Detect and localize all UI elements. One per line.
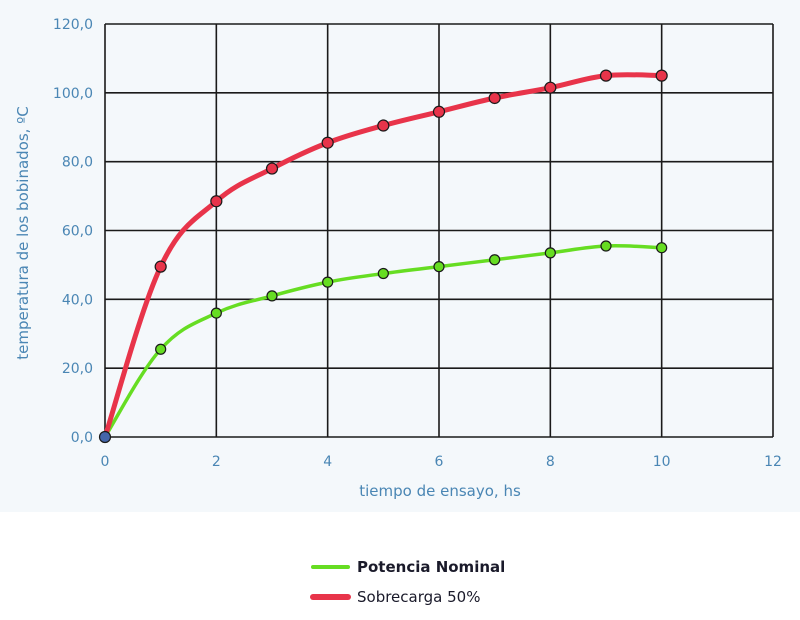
legend-label-potencia-nominal: Potencia Nominal	[357, 558, 505, 576]
data-point-potencia-nominal	[433, 261, 445, 273]
legend-label-sobrecarga: Sobrecarga 50%	[357, 588, 480, 606]
x-tick-label: 8	[546, 454, 555, 470]
data-point-potencia-nominal	[210, 307, 222, 319]
data-point-sobrecarga-50	[321, 136, 334, 149]
y-tick-label: 0,0	[71, 430, 93, 446]
data-point-potencia-nominal	[266, 290, 278, 302]
data-point-potencia-nominal	[322, 276, 334, 288]
x-tick-label: 12	[764, 454, 782, 470]
series	[98, 69, 668, 444]
plot-panel	[0, 0, 800, 512]
data-point-sobrecarga-50	[432, 105, 446, 118]
series-line-sobrecarga-50	[102, 72, 665, 440]
data-point-sobrecarga-50	[210, 195, 223, 208]
data-point-sobrecarga-50	[655, 69, 668, 82]
data-point-potencia-nominal	[377, 267, 389, 280]
y-axis-title: temperatura de los bobinados, ºC	[14, 106, 32, 359]
data-point-potencia-nominal	[600, 240, 612, 252]
data-point-sobrecarga-50	[154, 260, 167, 273]
x-tick-label: 2	[212, 454, 221, 470]
y-tick-label: 80,0	[62, 155, 93, 171]
data-point-sobrecarga-50	[377, 119, 390, 132]
grid	[104, 23, 774, 438]
data-point-sobrecarga-50	[265, 162, 279, 175]
origin-point	[98, 430, 112, 444]
y-tick-label: 100,0	[53, 86, 93, 102]
x-tick-label: 10	[653, 454, 671, 470]
data-point-potencia-nominal	[544, 247, 556, 259]
data-point-potencia-nominal	[155, 343, 167, 355]
x-tick-label: 6	[435, 454, 444, 470]
y-tick-label: 120,0	[53, 17, 93, 33]
data-point-potencia-nominal	[656, 242, 668, 254]
y-tick-label: 60,0	[62, 224, 93, 240]
y-tick-label: 40,0	[62, 292, 93, 308]
data-point-sobrecarga-50	[544, 81, 557, 94]
data-point-potencia-nominal	[489, 254, 501, 266]
x-axis-title: tiempo de ensayo, hs	[359, 482, 521, 500]
y-tick-label: 20,0	[62, 361, 93, 377]
x-tick-label: 4	[323, 454, 332, 470]
legend: Potencia Nominal Sobrecarga 50%	[310, 558, 505, 606]
x-tick-label: 0	[101, 454, 110, 470]
data-point-sobrecarga-50	[488, 91, 501, 105]
series-line-potencia-nominal	[103, 244, 664, 439]
data-point-sobrecarga-50	[599, 69, 613, 82]
